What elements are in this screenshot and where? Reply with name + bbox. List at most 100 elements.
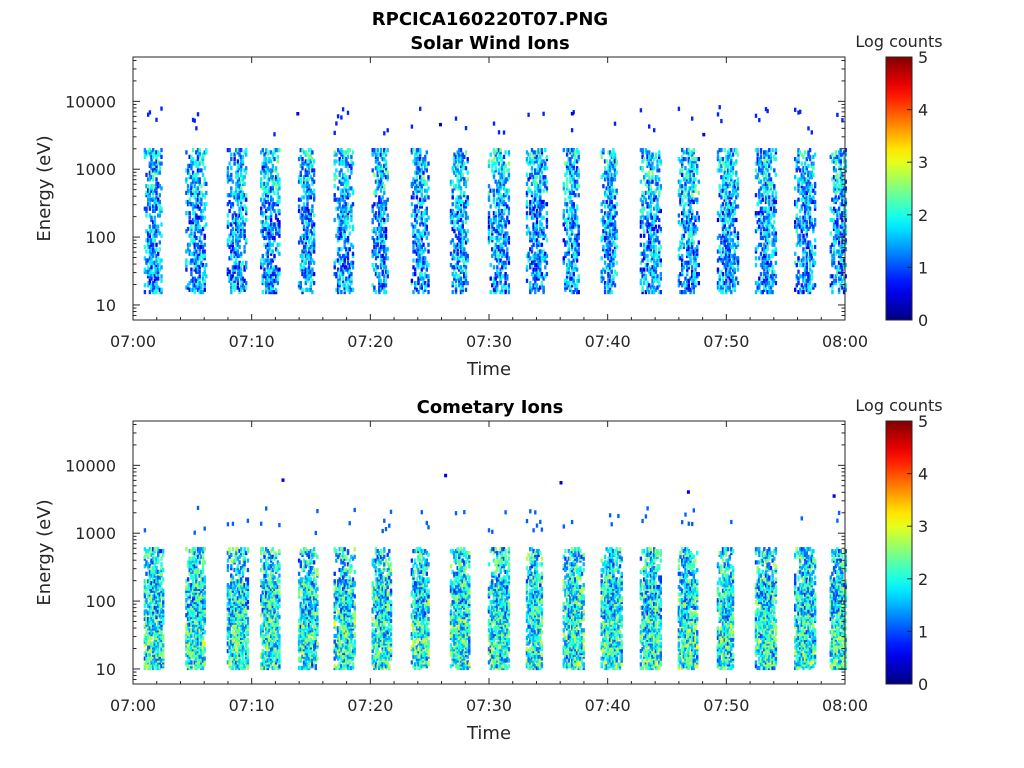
spectrogram-bin	[720, 254, 722, 258]
spectrogram-bin	[734, 200, 736, 204]
spectrogram-bin	[693, 240, 695, 244]
spectrogram-bin	[503, 249, 505, 253]
spectrogram-bin	[463, 162, 465, 166]
spectrogram-bin	[536, 225, 538, 229]
spectrogram-bin	[806, 252, 808, 256]
spectrogram-bin	[503, 155, 505, 159]
spectrogram-bin	[278, 252, 280, 256]
spectrogram-bin	[467, 202, 469, 206]
spectrogram-bin	[347, 180, 349, 184]
spectrogram-bin	[160, 162, 162, 166]
spectrogram-bin	[347, 256, 349, 260]
spectrogram-bin	[737, 231, 739, 235]
spectrogram-bin	[490, 218, 492, 222]
spectrogram-bin	[243, 182, 245, 186]
spectrogram-bin	[611, 200, 613, 204]
spectrogram-bin	[506, 274, 508, 278]
spectrogram-bin	[465, 126, 467, 130]
spectrogram-bin	[660, 272, 662, 276]
spectrogram-bin	[602, 216, 604, 220]
spectrogram-bin	[616, 202, 618, 206]
spectrogram-bin	[698, 191, 700, 195]
spectrogram-bin	[730, 231, 732, 235]
spectrogram-bin	[574, 193, 576, 197]
spectrogram-bin	[387, 198, 389, 202]
spectrogram-bin	[641, 211, 643, 215]
spectrogram-bin	[199, 270, 201, 274]
spectrogram-bin	[804, 216, 806, 220]
spectrogram-bin	[646, 211, 648, 215]
spectrogram-bin	[352, 202, 354, 206]
spectrogram-bin	[539, 195, 541, 199]
spectrogram-bin	[681, 254, 683, 258]
spectrogram-bin	[412, 290, 414, 294]
spectrogram-bin	[604, 261, 606, 265]
spectrogram-bin	[467, 281, 469, 285]
spectrogram-bin	[205, 148, 207, 152]
spectrogram-bin	[301, 157, 303, 161]
spectrogram-bin	[539, 189, 541, 193]
spectrogram-bin	[275, 213, 277, 217]
spectrogram-bin	[313, 173, 315, 177]
spectrogram-bin	[467, 177, 469, 181]
spectrogram-bin	[335, 159, 337, 163]
spectrogram-bin	[204, 243, 206, 247]
spectrogram-bin	[462, 213, 464, 217]
spectrogram-bin	[424, 256, 426, 260]
spectrogram-bin	[737, 204, 739, 208]
spectrogram-bin	[422, 171, 424, 175]
spectrogram-bin	[245, 207, 247, 211]
spectrogram-bin	[308, 184, 310, 188]
spectrogram-bin	[563, 213, 565, 217]
spectrogram-bin	[641, 148, 643, 152]
spectrogram-bin	[185, 268, 187, 272]
spectrogram-bin	[651, 180, 653, 184]
spectrogram-bin	[245, 218, 247, 222]
spectrogram-bin	[340, 290, 342, 294]
spectrogram-bin	[187, 184, 189, 188]
spectrogram-bin	[155, 191, 157, 195]
spectrogram-bin	[311, 209, 313, 213]
spectrogram-bin	[678, 213, 680, 217]
spectrogram-bin	[526, 216, 528, 220]
spectrogram-bin	[233, 162, 235, 166]
spectrogram-bin	[694, 216, 696, 220]
spectrogram-bin	[656, 202, 658, 206]
spectrogram-bin	[660, 258, 662, 262]
spectrogram-bin	[230, 157, 232, 161]
spectrogram-bin	[796, 229, 798, 233]
spectrogram-bin	[527, 113, 529, 117]
spectrogram-bin	[311, 204, 313, 208]
spectrogram-bin	[467, 229, 469, 233]
spectrogram-bin	[491, 236, 493, 240]
spectrogram-bin	[643, 207, 645, 211]
spectrogram-bin	[157, 225, 159, 229]
spectrogram-bin	[228, 162, 230, 166]
spectrogram-bin	[775, 157, 777, 161]
spectrogram-bin	[313, 281, 315, 285]
spectrogram-bin	[797, 281, 799, 285]
spectrogram-bin	[387, 274, 389, 278]
spectrogram-bin	[508, 261, 510, 265]
spectrogram-bin	[566, 225, 568, 229]
spectrogram-bin	[452, 195, 454, 199]
spectrogram-bin	[760, 243, 762, 247]
spectrogram-bin	[719, 105, 721, 109]
spectrogram-bin	[150, 265, 152, 269]
spectrogram-bin	[503, 171, 505, 175]
spectrogram-bin	[197, 112, 199, 116]
spectrogram-bin	[278, 229, 280, 233]
spectrogram-bin	[313, 193, 315, 197]
spectrogram-bin	[414, 225, 416, 229]
spectrogram-bin	[693, 148, 695, 152]
spectrogram-bin	[313, 261, 315, 265]
spectrogram-bin	[757, 153, 759, 157]
spectrogram-bin	[765, 164, 767, 168]
spectrogram-bin	[694, 184, 696, 188]
spectrogram-bin	[240, 272, 242, 276]
spectrogram-bin	[578, 252, 580, 256]
spectrogram-bin	[232, 238, 234, 242]
spectrogram-bin	[794, 175, 796, 179]
spectrogram-bin	[383, 184, 385, 188]
spectrogram-bin	[563, 209, 565, 213]
